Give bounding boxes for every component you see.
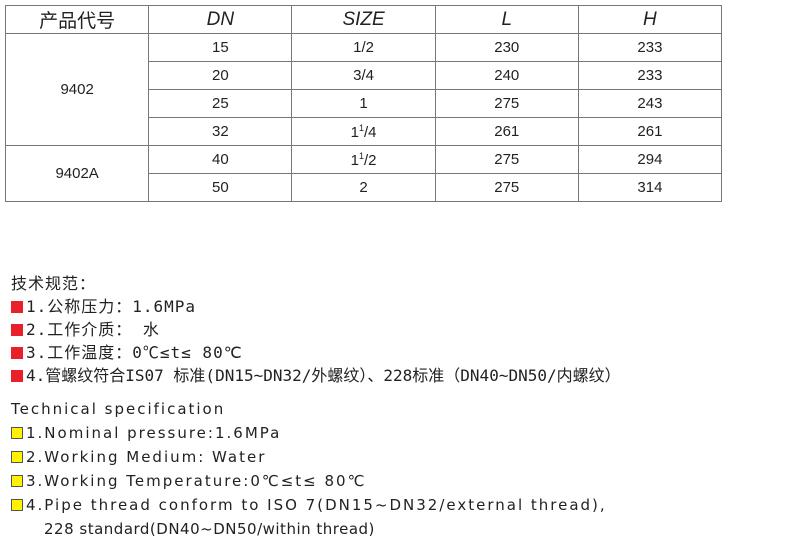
size-frac-den: /2 xyxy=(363,151,377,169)
size-frac-num: 1 xyxy=(358,150,364,161)
spec-cn-text: 3.工作温度：0℃≤t≤ 80℃ xyxy=(26,343,243,362)
l-cell: 240 xyxy=(434,61,579,90)
spec-cn-text: 2.工作介质： 水 xyxy=(26,320,160,339)
table-row: 20 3/4 240 233 xyxy=(6,61,723,90)
size-whole: 1 xyxy=(350,123,359,141)
l-cell: 275 xyxy=(434,89,579,118)
table-row: 25 1 275 243 xyxy=(6,89,723,118)
table-row: 9402 15 1/2 230 233 xyxy=(4,33,723,146)
red-square-bullet-icon xyxy=(11,324,23,336)
table-row: 9402A 40 11/2 275 294 xyxy=(4,145,723,202)
h-cell: 314 xyxy=(577,173,723,202)
header-model: 产品代号 xyxy=(4,5,150,34)
yellow-square-bullet-icon xyxy=(11,499,23,511)
spec-en-text: 3.Working Temperature:0℃≤t≤ 80℃ xyxy=(26,472,367,490)
l-cell: 230 xyxy=(434,33,579,62)
size-cell: 11/2 xyxy=(291,145,436,174)
size-cell: 2 xyxy=(291,173,436,202)
l-cell: 261 xyxy=(434,117,579,146)
size-cell: 1 xyxy=(291,89,436,118)
size-whole: 1 xyxy=(350,151,359,169)
table-row: 50 2 275 314 xyxy=(6,173,723,202)
spec-en-item: 2.Working Medium: Water xyxy=(11,445,607,469)
spec-cn-text: 1.公称压力：1.6MPa xyxy=(26,297,197,316)
spec-cn-item: 2.工作介质： 水 xyxy=(11,318,621,341)
model-cell: 9402A xyxy=(4,145,150,202)
header-h: H xyxy=(577,5,723,34)
model-cell: 9402 xyxy=(4,33,150,146)
spec-en-text: 2.Working Medium: Water xyxy=(26,448,267,466)
spec-en-item: 3.Working Temperature:0℃≤t≤ 80℃ xyxy=(11,469,607,493)
red-square-bullet-icon xyxy=(11,370,23,382)
l-cell: 275 xyxy=(434,145,579,174)
spec-en-item-continuation: 228 standard(DN40~DN50/within thread) xyxy=(44,520,375,538)
dn-cell: 40 xyxy=(148,145,293,174)
spec-cn-item: 4.管螺纹符合IS07 标准(DN15~DN32/外螺纹）、228标准（DN40… xyxy=(11,364,621,387)
dn-cell: 15 xyxy=(148,33,293,62)
spec-en-item: 4.Pipe thread conform to ISO 7(DN15~DN32… xyxy=(11,493,607,517)
h-cell: 261 xyxy=(577,117,723,146)
dn-cell: 20 xyxy=(148,61,293,90)
header-size: SIZE xyxy=(291,5,436,34)
size-cell: 1/2 xyxy=(291,33,436,62)
header-l: L xyxy=(434,5,579,34)
yellow-square-bullet-icon xyxy=(11,475,23,487)
l-cell: 275 xyxy=(434,173,579,202)
spec-chinese: 技术规范： 1.公称压力：1.6MPa 2.工作介质： 水 3.工作温度：0℃≤… xyxy=(11,272,621,387)
spec-cn-item: 3.工作温度：0℃≤t≤ 80℃ xyxy=(11,341,621,364)
spec-en-title: Technical specification xyxy=(11,400,226,418)
spec-en-text: 1.Nominal pressure:1.6MPa xyxy=(26,424,282,442)
red-square-bullet-icon xyxy=(11,301,23,313)
h-cell: 243 xyxy=(577,89,723,118)
spec-en-text: 4.Pipe thread conform to ISO 7(DN15~DN32… xyxy=(26,496,607,514)
red-square-bullet-icon xyxy=(11,347,23,359)
h-cell: 294 xyxy=(577,145,723,174)
spec-cn-title: 技术规范： xyxy=(11,274,97,293)
h-cell: 233 xyxy=(577,61,723,90)
h-cell: 233 xyxy=(577,33,723,62)
spec-cn-text: 4.管螺纹符合IS07 标准(DN15~DN32/外螺纹）、228标准（DN40… xyxy=(26,366,621,385)
yellow-square-bullet-icon xyxy=(11,427,23,439)
size-frac-num: 1 xyxy=(358,122,364,133)
size-frac-den: /4 xyxy=(363,123,377,141)
dn-cell: 50 xyxy=(148,173,293,202)
header-dn: DN xyxy=(148,5,293,34)
spec-cn-item: 1.公称压力：1.6MPa xyxy=(11,295,621,318)
yellow-square-bullet-icon xyxy=(11,451,23,463)
spec-en-item: 1.Nominal pressure:1.6MPa xyxy=(11,421,607,445)
size-cell: 3/4 xyxy=(291,61,436,90)
dn-cell: 32 xyxy=(148,117,293,146)
dimension-table: 产品代号 DN SIZE L H 9402 15 1/2 230 233 20 … xyxy=(4,5,723,202)
size-cell: 11/4 xyxy=(291,117,436,146)
dn-cell: 25 xyxy=(148,89,293,118)
table-header: 产品代号 DN SIZE L H xyxy=(4,5,723,34)
spec-english: Technical specification 1.Nominal pressu… xyxy=(11,397,607,541)
